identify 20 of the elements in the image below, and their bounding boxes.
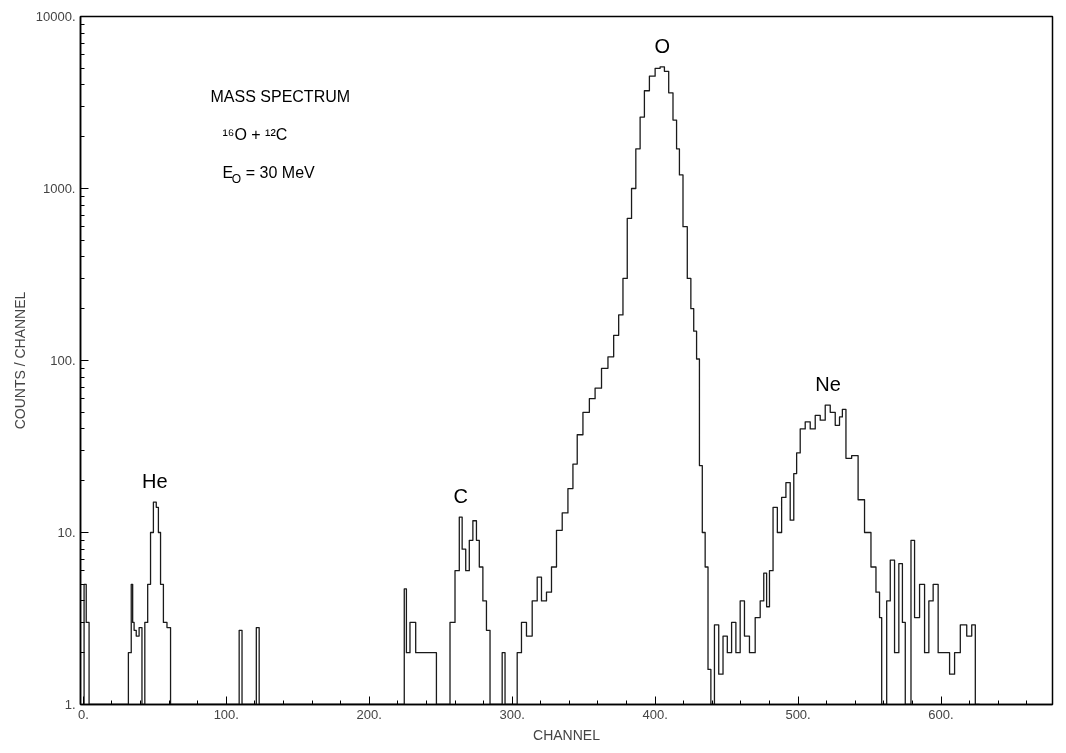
y-tick-label: 1000. [42,181,76,196]
x-tick-label: 300. [499,706,525,722]
annotation: O [654,34,671,57]
x-tick-label: 600. [928,706,954,722]
text: MASS SPECTRUM [210,87,351,105]
x-tick-label: 0. [77,706,89,722]
annotation: He [142,470,168,493]
x-tick-label: 500. [785,706,811,722]
y-axis-title: COUNTS / CHANNEL [11,291,28,430]
y-tick-label: 10. [57,525,76,540]
x-axis-title: CHANNEL [533,726,601,743]
x-tick-label: 200. [356,706,382,722]
annotation: C [453,485,468,508]
x-tick-label: 400. [642,706,668,722]
text: ¹⁶O + ¹²C [222,125,288,143]
y-tick-label: 10000. [35,9,76,24]
annotation: Ne [815,373,841,396]
y-tick-label: 1. [64,697,76,712]
y-tick-label: 100. [50,353,76,368]
x-tick-label: 100. [213,706,239,722]
